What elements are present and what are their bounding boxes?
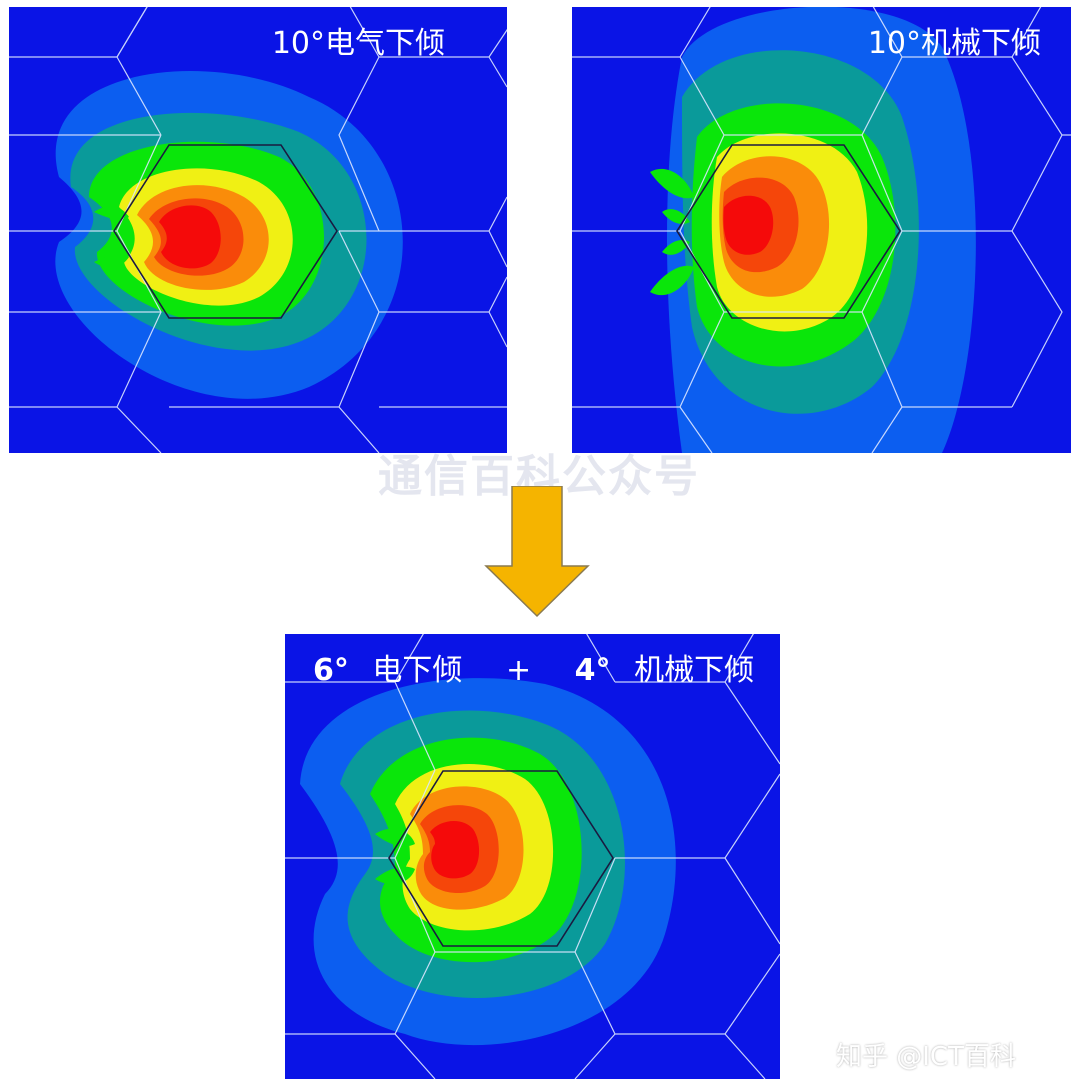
electrical-tilt-text: 电下倾 (372, 653, 463, 688)
electrical-tilt-value: 6° (313, 653, 349, 688)
cell-grid (285, 634, 780, 1079)
panel-label-combined: 6° 电下倾 + 4° 机械下倾 (313, 656, 754, 686)
panel-combined-tilt: 6° 电下倾 + 4° 机械下倾 (285, 634, 780, 1079)
panel-mechanical-tilt: 10°机械下倾 (572, 7, 1071, 453)
serving-cell-hexagon (676, 144, 901, 319)
serving-cell-hexagon (388, 770, 614, 947)
coverage-contours (300, 678, 676, 1046)
coverage-map-mechanical (572, 7, 1071, 453)
panel-label-electrical: 10°电气下倾 (271, 26, 445, 61)
mechanical-tilt-value: 4° (574, 653, 611, 688)
cell-grid (9, 7, 507, 453)
panel-label-mechanical: 10°机械下倾 (867, 26, 1041, 61)
down-arrow-icon (484, 486, 590, 618)
cell-grid (572, 7, 1071, 453)
coverage-map-electrical (9, 7, 507, 453)
plus-sign: + (505, 653, 532, 688)
panel-electrical-tilt: 10°电气下倾 (9, 7, 507, 453)
credit-text: 知乎 @ICT百科 (836, 1042, 1016, 1072)
coverage-map-combined (285, 634, 780, 1079)
coverage-contours (650, 7, 976, 453)
mechanical-tilt-text: 机械下倾 (634, 653, 755, 688)
serving-cell-hexagon (113, 144, 338, 319)
